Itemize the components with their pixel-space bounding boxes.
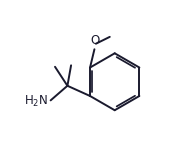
Text: O: O [91,34,100,47]
Text: H$_2$N: H$_2$N [24,94,48,109]
